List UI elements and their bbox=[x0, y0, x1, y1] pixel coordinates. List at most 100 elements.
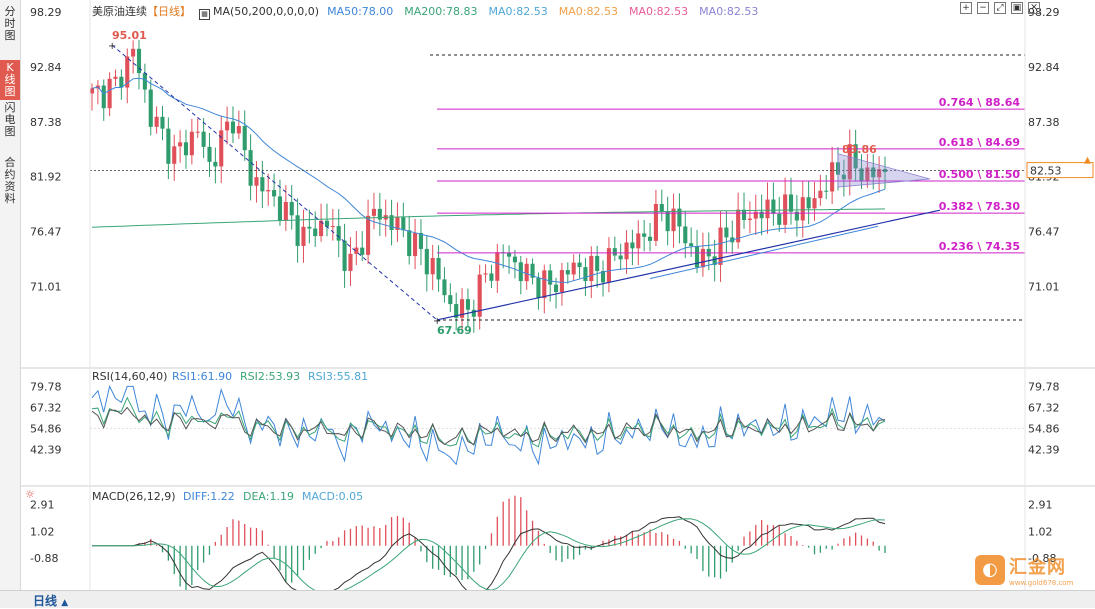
candle-body bbox=[313, 228, 318, 237]
candle-body bbox=[289, 202, 294, 216]
candle-body bbox=[189, 131, 194, 156]
macd-settings-icon: ☼ bbox=[25, 488, 35, 501]
price-label-right: 76.47 bbox=[1028, 226, 1060, 239]
ma200-line bbox=[91, 208, 886, 228]
candle-body bbox=[465, 299, 470, 310]
low-annotation: 67.69 bbox=[437, 324, 472, 337]
candle-body bbox=[354, 247, 359, 254]
ma-legend-item: MA0:82.53 bbox=[699, 5, 759, 18]
tab-2[interactable]: 闪电图 bbox=[4, 101, 16, 138]
candle-body bbox=[483, 273, 488, 275]
candle-body bbox=[718, 227, 723, 265]
fullscreen-icon[interactable]: ▣ bbox=[1011, 2, 1023, 14]
candle-body bbox=[559, 270, 564, 292]
high-marker: + bbox=[108, 41, 116, 52]
price-label-left: 71.01 bbox=[30, 281, 62, 294]
candle-body bbox=[319, 220, 324, 237]
candle-body bbox=[536, 277, 541, 299]
candle-body bbox=[389, 215, 394, 231]
close-icon[interactable]: ✕ bbox=[1028, 2, 1040, 14]
high-annotation: 95.01 bbox=[112, 29, 147, 42]
candle-body bbox=[665, 211, 670, 232]
rsi1-value: RSI1:61.90 bbox=[172, 370, 232, 383]
zoom-in-icon[interactable]: + bbox=[960, 2, 972, 14]
zoom-out-icon[interactable]: − bbox=[977, 2, 989, 14]
candle-body bbox=[407, 230, 412, 257]
candle-body bbox=[160, 116, 165, 129]
candle-body bbox=[113, 76, 118, 79]
candle-body bbox=[741, 209, 747, 220]
chart-canvas[interactable]: 0.764 \ 88.64 0.618 \ 84.69 0.500 \ 81.50 0… bbox=[0, 0, 1095, 590]
candle-body bbox=[689, 243, 694, 247]
tab-0[interactable]: 分时图 bbox=[4, 5, 16, 42]
candle-body bbox=[612, 248, 617, 256]
candle-body bbox=[307, 226, 312, 229]
restore-icon[interactable]: ⤢ bbox=[994, 2, 1006, 14]
macd-dea-line bbox=[92, 518, 886, 590]
candle-body bbox=[847, 144, 852, 180]
candle-body bbox=[630, 242, 635, 249]
candle-body bbox=[283, 202, 288, 221]
candle-body bbox=[342, 240, 347, 271]
overlay: 0.764 \ 88.64 0.618 \ 84.69 0.500 \ 81.50 0… bbox=[90, 29, 1025, 337]
candles bbox=[89, 39, 888, 334]
ma-legend-item: MA0:82.53 bbox=[488, 5, 548, 18]
candle-body bbox=[360, 247, 365, 255]
instrument-name: 美原油连续 bbox=[92, 5, 147, 18]
price-label-left: 92.84 bbox=[30, 61, 62, 74]
current-price-arrow-icon: ▲ bbox=[1084, 156, 1091, 166]
candle-body bbox=[336, 226, 341, 241]
candle-body bbox=[712, 256, 717, 265]
candle-body bbox=[765, 199, 770, 219]
candle-body bbox=[377, 208, 382, 220]
candle-body bbox=[166, 128, 171, 164]
rsi-label-left: 79.78 bbox=[30, 381, 62, 394]
candle-body bbox=[266, 190, 271, 192]
price-label-right: 71.01 bbox=[1028, 281, 1060, 294]
period-label[interactable]: 【日线】 bbox=[147, 5, 191, 18]
candle-body bbox=[548, 270, 553, 285]
candle-body bbox=[800, 197, 805, 221]
ma-settings-icon[interactable]: ▦ bbox=[199, 9, 210, 20]
candle-body bbox=[859, 168, 864, 181]
candle-body bbox=[700, 248, 705, 268]
candle-body bbox=[401, 217, 406, 231]
price-label-left: 87.38 bbox=[30, 116, 62, 129]
main-legend: 美原油连续【日线】 ▦ MA(50,200,0,0,0,0) MA50:78.00 MA… bbox=[92, 3, 769, 20]
candle-body bbox=[618, 255, 623, 260]
rsi-label-left: 42.39 bbox=[30, 443, 62, 456]
candle-body bbox=[183, 142, 189, 156]
candle-body bbox=[213, 161, 218, 167]
candle-body bbox=[430, 257, 435, 275]
downtrend-dashed-line bbox=[111, 44, 438, 321]
candle-body bbox=[242, 126, 247, 151]
ma-legend-item: MA0:82.53 bbox=[558, 5, 618, 18]
candle-body bbox=[101, 85, 106, 109]
candle-body bbox=[230, 121, 236, 134]
price-label-left: 98.29 bbox=[30, 6, 62, 19]
macd-dea-value: DEA:1.19 bbox=[243, 490, 294, 503]
candle-body bbox=[413, 232, 418, 257]
rsi-title: RSI(14,60,40) bbox=[92, 370, 167, 383]
macd-label-left: 2.91 bbox=[30, 499, 55, 512]
candle-body bbox=[600, 271, 606, 283]
current-price-box bbox=[1026, 162, 1094, 179]
price-label-right: 92.84 bbox=[1028, 61, 1060, 74]
candle-body bbox=[694, 246, 700, 268]
candle-body bbox=[865, 167, 870, 181]
period-selector[interactable]: 日线 ▲ bbox=[33, 592, 68, 609]
candle-body bbox=[136, 48, 142, 74]
candle-body bbox=[460, 299, 465, 318]
candle-body bbox=[495, 252, 500, 281]
ma-legend-item: MA50:78.00 bbox=[327, 5, 394, 18]
candle-body bbox=[454, 304, 459, 318]
candle-body bbox=[812, 198, 817, 209]
candle-body bbox=[512, 256, 517, 263]
candle-body bbox=[583, 267, 588, 282]
candle-body bbox=[442, 279, 447, 296]
rsi-label-right: 42.39 bbox=[1028, 443, 1060, 456]
support-trend-line bbox=[436, 209, 941, 321]
tab-3[interactable]: 合约资料 bbox=[4, 156, 16, 205]
